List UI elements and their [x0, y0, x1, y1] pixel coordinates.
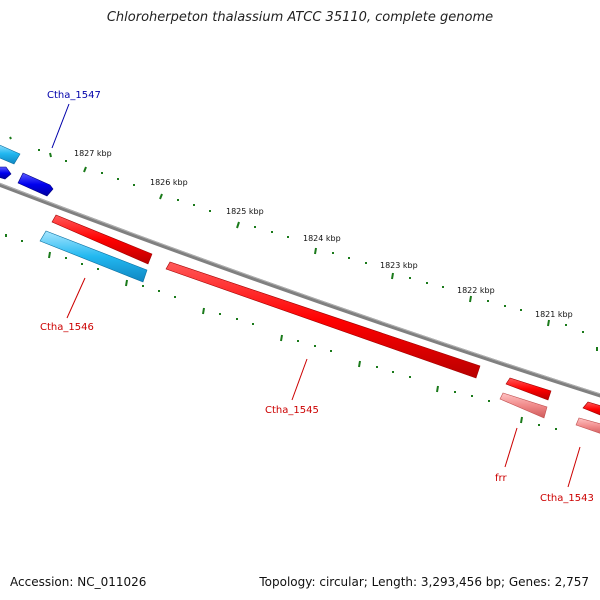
leader-line-ctha-1545	[291, 358, 308, 401]
gene-label-ctha-1543[interactable]: Ctha_1543	[540, 493, 594, 504]
kbp-label-1825: 1825 kbp	[226, 207, 264, 216]
gene-label-ctha-1546[interactable]: Ctha_1546	[40, 322, 94, 333]
leader-line-ctha-1543	[567, 446, 581, 488]
outer-tick-ring	[9, 136, 598, 351]
kbp-label-1824: 1824 kbp	[303, 234, 341, 243]
feature-frr-light[interactable]	[499, 392, 548, 419]
gene-label-ctha-1547[interactable]: Ctha_1547	[47, 90, 101, 101]
gene-arrow-ctha-1545[interactable]	[165, 261, 481, 379]
gene-label-ctha-1545[interactable]: Ctha_1545	[265, 405, 319, 416]
leader-line-ctha-1546	[66, 277, 86, 319]
genome-title: Chloroherpeton thalassium ATCC 35110, co…	[106, 10, 494, 25]
gene-arrow-frr[interactable]	[505, 377, 552, 401]
feature-ctha-1543-light[interactable]	[575, 417, 600, 435]
kbp-label-1822: 1822 kbp	[457, 286, 495, 295]
gene-arrow-left-edge[interactable]	[0, 166, 12, 180]
leader-line-ctha-1547	[51, 103, 70, 149]
gene-label-frr[interactable]: frr	[495, 473, 507, 484]
feature-left-edge-cyan[interactable]	[0, 143, 21, 165]
kbp-label-1827: 1827 kbp	[74, 149, 112, 158]
gene-arrow-ctha-1543[interactable]	[582, 401, 600, 417]
kbp-labels: 1827 kbp 1826 kbp 1825 kbp 1824 kbp 1823…	[74, 149, 573, 319]
inner-tick-ring	[5, 234, 557, 430]
gene-arrow-ctha-1547[interactable]	[17, 172, 54, 197]
genome-summary-text: Topology: circular; Length: 3,293,456 bp…	[259, 575, 589, 589]
kbp-label-1826: 1826 kbp	[150, 178, 188, 187]
feature-ctha-1546-cyan[interactable]	[39, 230, 148, 283]
kbp-label-1823: 1823 kbp	[380, 261, 418, 270]
genome-backbone	[0, 182, 600, 398]
gene-arrow-ctha-1546[interactable]	[51, 214, 153, 265]
leader-line-frr	[504, 427, 518, 468]
kbp-label-1821: 1821 kbp	[535, 310, 573, 319]
accession-text: Accession: NC_011026	[10, 575, 147, 589]
